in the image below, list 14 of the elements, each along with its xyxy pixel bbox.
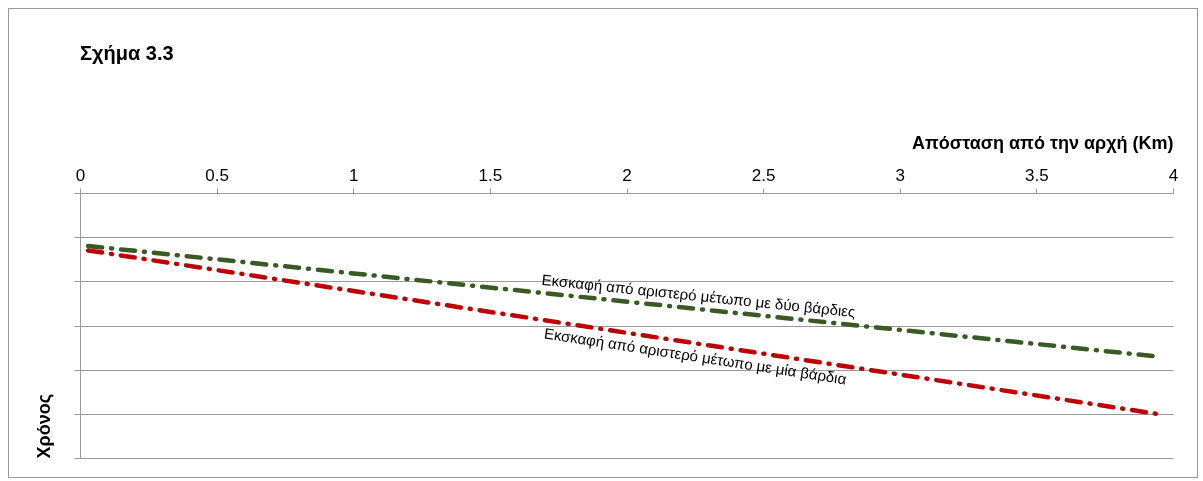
x-tick-label: 4 (1168, 165, 1179, 185)
text: Εκσκαφή από αριστερό μέτωπο με μία βάρδια (543, 324, 848, 388)
x-tick-label: 0 (75, 165, 86, 185)
y-axis-title: Χρόνος (34, 393, 54, 459)
x-tick-label: 2.5 (751, 165, 776, 185)
x-tick-label: 0.5 (205, 165, 229, 185)
x-tick-label: 1 (349, 165, 359, 185)
text: Εκσκαφή από αριστερό μέτωπο με δύο βάρδιες (541, 270, 857, 321)
x-axis-title: Απόσταση από την αρχή (Km) (912, 132, 1174, 153)
x-tick-label: 2 (622, 165, 632, 185)
x-tick-label: 1.5 (478, 165, 503, 185)
x-tick-label: 3.5 (1025, 165, 1049, 185)
x-tick-label: 3 (895, 165, 905, 185)
chart-title: Σχήμα 3.3 (80, 42, 174, 64)
